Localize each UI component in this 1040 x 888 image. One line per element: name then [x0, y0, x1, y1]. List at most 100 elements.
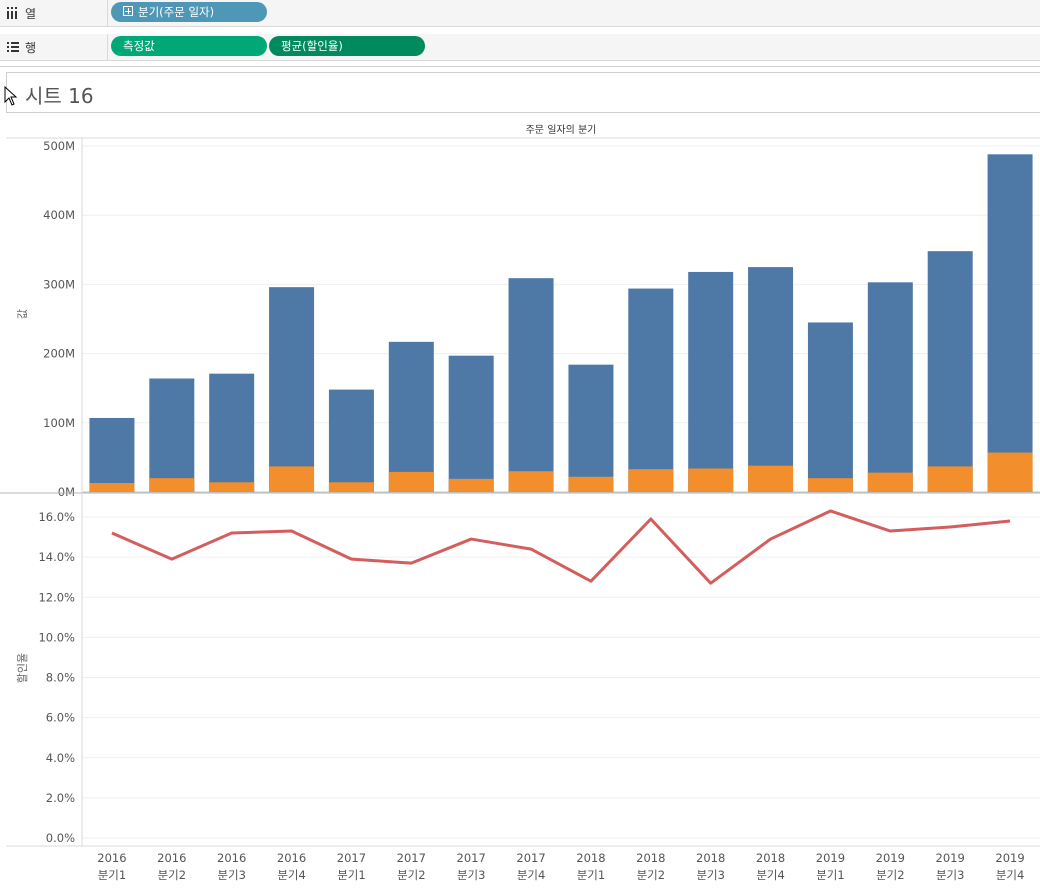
x-tick-quarter: 분기2 [637, 868, 665, 882]
expand-icon[interactable] [123, 6, 133, 16]
columns-icon [7, 7, 17, 19]
x-tick-year: 2018 [696, 851, 725, 865]
x-tick-quarter: 분기2 [397, 868, 425, 882]
bar-secondary [688, 468, 734, 492]
x-tick-quarter: 분기1 [337, 868, 365, 882]
bar-y-tick-label: 300M [43, 277, 75, 291]
columns-shelf-label: 열 [25, 7, 37, 21]
bar-primary [508, 278, 554, 492]
mouse-cursor-icon [4, 86, 18, 106]
x-tick-quarter: 분기4 [756, 868, 784, 882]
line-y-tick-label: 16.0% [38, 510, 75, 524]
bar-secondary [448, 478, 494, 492]
shelf-separator [0, 66, 1040, 67]
line-y-tick-label: 0.0% [46, 831, 75, 845]
bar-y-tick-label: 0M [58, 485, 75, 499]
x-tick-year: 2018 [756, 851, 785, 865]
bar-secondary [867, 472, 913, 492]
rows-shelf-label: 행 [25, 41, 37, 55]
x-tick-year: 2018 [576, 851, 605, 865]
columns-pill-label: 분기(주문 일자) [138, 5, 215, 19]
title-area[interactable] [6, 72, 1040, 113]
bar-primary [987, 154, 1033, 492]
bar-secondary [568, 476, 614, 492]
bar-primary [807, 322, 853, 492]
bar-secondary [388, 471, 434, 492]
bar-secondary [328, 482, 374, 492]
x-tick-quarter: 분기4 [517, 868, 545, 882]
x-tick-year: 2017 [337, 851, 366, 865]
x-tick-quarter: 분기3 [696, 868, 724, 882]
x-tick-year: 2016 [217, 851, 246, 865]
rows-shelf: 행 측정값 평균(할인율) [0, 34, 1040, 61]
x-tick-quarter: 분기2 [876, 868, 904, 882]
x-tick-quarter: 분기1 [577, 868, 605, 882]
x-tick-year: 2016 [157, 851, 186, 865]
x-tick-year: 2016 [97, 851, 126, 865]
x-tick-year: 2019 [995, 851, 1024, 865]
bar-secondary [927, 466, 973, 492]
bar-primary [628, 288, 674, 492]
line-y-tick-label: 2.0% [46, 791, 75, 805]
rows-pill-avg-discount[interactable]: 평균(할인율) [269, 36, 425, 56]
discount-line [111, 509, 1011, 585]
shelf-divider [107, 0, 108, 26]
x-tick-year: 2017 [457, 851, 486, 865]
x-tick-year: 2019 [876, 851, 905, 865]
sheet-title: 시트 16 [25, 84, 94, 108]
line-y-tick-label: 8.0% [46, 671, 75, 685]
bar-y-tick-label: 500M [43, 139, 75, 153]
columns-pill-quarter[interactable]: 분기(주문 일자) [111, 2, 267, 22]
bar-y-axis-title: 값 [16, 309, 29, 319]
line-y-tick-label: 6.0% [46, 711, 75, 725]
x-tick-quarter: 분기3 [936, 868, 964, 882]
rows-icon [7, 42, 19, 52]
bar-primary [688, 271, 734, 492]
bar-secondary [807, 478, 853, 492]
x-tick-quarter: 분기3 [457, 868, 485, 882]
line-y-tick-label: 10.0% [38, 630, 75, 644]
bar-secondary [987, 452, 1033, 492]
x-tick-year: 2017 [516, 851, 545, 865]
bar-primary [867, 282, 913, 492]
bar-secondary [149, 478, 195, 492]
line-y-tick-label: 12.0% [38, 590, 75, 604]
line-y-tick-label: 4.0% [46, 751, 75, 765]
bar-primary [89, 417, 135, 492]
rows-pill-measure-values[interactable]: 측정값 [111, 36, 267, 56]
x-tick-quarter: 분기1 [98, 868, 126, 882]
bar-secondary [748, 465, 794, 492]
bar-secondary [508, 471, 554, 492]
bar-secondary [209, 482, 255, 492]
x-tick-quarter: 분기3 [217, 868, 245, 882]
bar-primary [328, 389, 374, 492]
bar-primary [748, 267, 794, 492]
bar-primary [388, 341, 434, 492]
line-y-axis-title: 할인율 [16, 653, 29, 683]
x-tick-year: 2019 [816, 851, 845, 865]
x-tick-year: 2017 [397, 851, 426, 865]
bar-primary [568, 364, 614, 492]
bar-y-tick-label: 200M [43, 347, 75, 361]
x-tick-year: 2018 [636, 851, 665, 865]
bar-y-tick-label: 400M [43, 208, 75, 222]
x-tick-quarter: 분기1 [816, 868, 844, 882]
columns-shelf: 열 분기(주문 일자) [0, 0, 1040, 27]
bar-secondary [89, 483, 135, 492]
bar-primary [448, 355, 494, 492]
bar-secondary [269, 466, 315, 492]
bar-primary [269, 287, 315, 492]
x-tick-year: 2019 [936, 851, 965, 865]
column-header: 주문 일자의 분기 [526, 124, 597, 136]
line-y-tick-label: 14.0% [38, 550, 75, 564]
shelf-divider [107, 34, 108, 60]
bar-primary [209, 373, 255, 492]
bar-primary [149, 378, 195, 492]
x-tick-quarter: 분기4 [996, 868, 1024, 882]
bar-primary [927, 251, 973, 492]
x-tick-year: 2016 [277, 851, 306, 865]
x-tick-quarter: 분기2 [158, 868, 186, 882]
x-tick-quarter: 분기4 [277, 868, 305, 882]
bar-y-tick-label: 100M [43, 416, 75, 430]
